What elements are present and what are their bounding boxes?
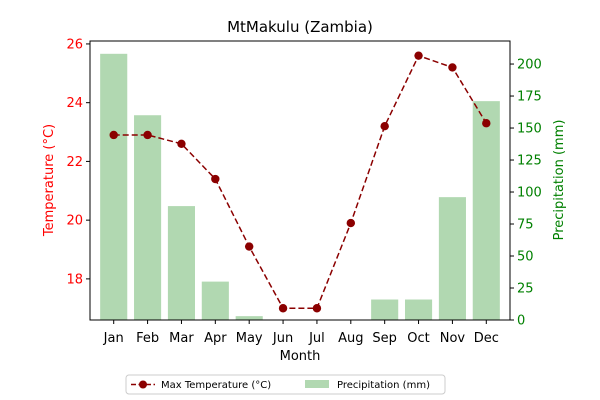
legend-temperature-label: Max Temperature (°C)	[161, 380, 271, 391]
x-tick-label: Oct	[407, 331, 429, 346]
temperature-axis: 18 20 22 24 26	[66, 37, 90, 287]
precipitation-axis-label: Precipitation (mm)	[552, 120, 567, 241]
precipitation-tick-label: 0	[517, 314, 525, 329]
x-tick-label: Dec	[474, 331, 499, 346]
temperature-point-feb	[143, 130, 152, 140]
precipitation-axis: 0 25 50 75 100 125 150 175 200	[510, 58, 542, 329]
x-tick-label: Mar	[169, 331, 194, 346]
temperature-point-sep	[380, 121, 389, 131]
precipitation-tick-label: 200	[517, 58, 542, 73]
precipitation-bar-may	[235, 316, 263, 320]
temperature-point-jun	[278, 304, 288, 313]
legend: Max Temperature (°C) Precipitation (mm)	[125, 374, 446, 395]
precipitation-bar-jan	[100, 53, 128, 321]
temperature-point-mar	[177, 139, 186, 148]
temperature-point-oct	[414, 51, 423, 60]
plot-area-frame	[89, 40, 511, 321]
precipitation-bar-oct	[405, 299, 433, 320]
x-tick-label: Jul	[308, 331, 325, 346]
precipitation-tick-label: 100	[517, 186, 542, 201]
legend-precipitation-label: Precipitation (mm)	[337, 380, 430, 391]
x-tick-label: Nov	[440, 331, 466, 346]
temperature-tick-label: 20	[66, 214, 83, 229]
precipitation-bar-feb	[134, 115, 162, 320]
precipitation-tick-label: 50	[517, 250, 534, 265]
x-axis: Jan Feb Mar Apr May Jun Jul Aug Sep Oct Nov Dec	[103, 320, 499, 346]
precipitation-bars	[100, 53, 500, 321]
precipitation-tick-label: 175	[517, 90, 542, 105]
temperature-line	[109, 51, 491, 313]
precipitation-bar-nov	[438, 197, 466, 320]
precipitation-bar-apr	[201, 281, 229, 320]
temperature-point-aug	[346, 218, 356, 228]
legend-frame	[125, 374, 446, 395]
precipitation-tick-label: 25	[517, 282, 534, 297]
temperature-point-jan	[109, 130, 118, 140]
precipitation-tick-label: 75	[517, 218, 534, 233]
legend-temperature-marker	[139, 380, 147, 389]
precipitation-tick-label: 150	[517, 122, 542, 137]
precipitation-tick-label: 125	[517, 154, 542, 169]
temperature-tick-label: 18	[66, 272, 83, 287]
chart-title: MtMakulu (Zambia)	[227, 18, 373, 36]
temperature-tick-label: 24	[66, 96, 83, 111]
x-tick-label: Jun	[272, 331, 293, 346]
temperature-point-jul	[312, 304, 322, 313]
x-tick-label: Jan	[103, 331, 124, 346]
temperature-series-line	[113, 54, 487, 309]
temperature-tick-label: 22	[66, 155, 83, 170]
x-tick-label: May	[236, 331, 263, 346]
temperature-point-dec	[482, 119, 491, 128]
x-tick-label: Aug	[338, 331, 363, 346]
legend-precipitation-swatch	[305, 380, 329, 388]
precipitation-bar-mar	[167, 206, 195, 320]
temperature-point-may	[244, 242, 254, 251]
precipitation-bar-sep	[371, 299, 399, 320]
temperature-point-apr	[211, 174, 220, 184]
temperature-axis-label: Temperature (°C)	[42, 124, 57, 237]
x-axis-label: Month	[280, 349, 321, 364]
precipitation-bar-dec	[472, 101, 500, 321]
x-tick-label: Sep	[372, 331, 397, 346]
x-tick-label: Apr	[204, 331, 227, 346]
temperature-tick-label: 26	[66, 37, 83, 52]
temperature-point-nov	[448, 63, 457, 72]
x-tick-label: Feb	[136, 331, 159, 346]
